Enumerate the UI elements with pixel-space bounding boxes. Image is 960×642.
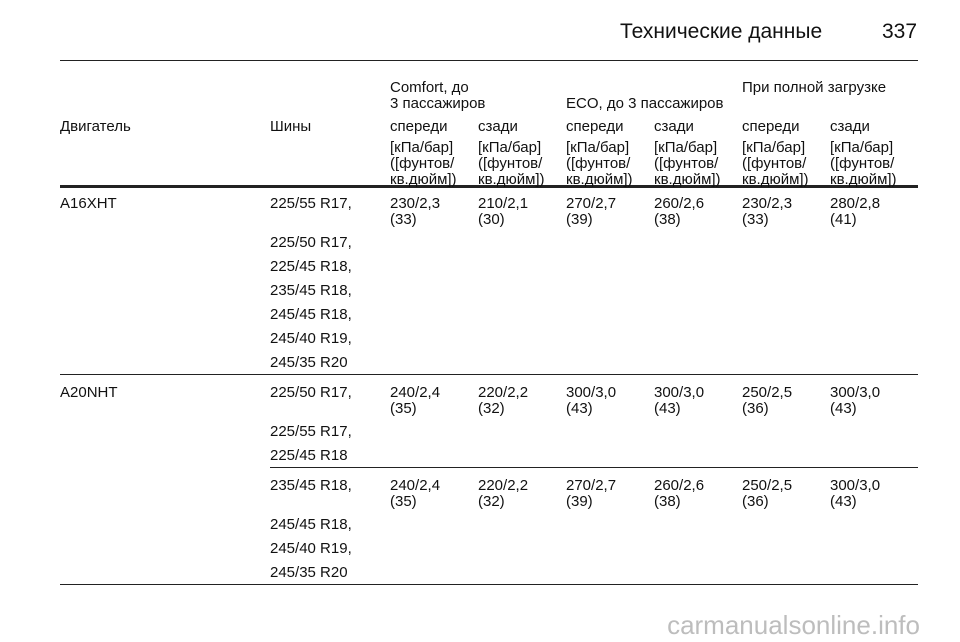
watermark: carmanualsonline.info (667, 610, 920, 640)
group-header: ECO, до 3 пассажиров (566, 95, 724, 112)
tire-size: 235/45 R18, (270, 282, 352, 299)
pressure: 300/3,0 (43) (830, 384, 881, 417)
tire-size: 225/55 R17, (270, 195, 352, 212)
tire-size: 225/50 R17, (270, 234, 352, 251)
pressure: 250/2,5 (36) (742, 477, 793, 510)
pressure: 250/2,5 (36) (742, 384, 793, 417)
tire-size: 225/45 R18, (270, 258, 352, 275)
group-header: При полной загрузке (742, 79, 887, 96)
table-header-rule (60, 185, 918, 188)
header-rule (60, 60, 918, 61)
engine: A20NHT (60, 384, 118, 401)
column-header: спереди (742, 118, 800, 135)
pressure: 240/2,4 (35) (390, 477, 441, 510)
tire-size: 225/50 R17, (270, 384, 352, 401)
tire-size: 225/55 R17, (270, 423, 352, 440)
pressure: 260/2,6 (38) (654, 477, 705, 510)
pressure: 260/2,6 (38) (654, 195, 705, 228)
unit-label: [кПа/бар] ([фунтов/ кв.дюйм]) (830, 139, 897, 188)
column-header: сзади (478, 118, 518, 135)
pressure: 300/3,0 (43) (566, 384, 617, 417)
pressure: 270/2,7 (39) (566, 477, 617, 510)
tire-size: 245/40 R19, (270, 330, 352, 347)
column-header: Шины (270, 118, 312, 135)
column-header: спереди (566, 118, 624, 135)
tire-size: 225/45 R18 (270, 447, 348, 464)
tire-size: 245/45 R18, (270, 306, 352, 323)
unit-label: [кПа/бар] ([фунтов/ кв.дюйм]) (654, 139, 721, 188)
pressure: 280/2,8 (41) (830, 195, 881, 228)
page-title: Технические данные (620, 20, 823, 43)
pressure: 300/3,0 (43) (654, 384, 705, 417)
pressure: 230/2,3 (33) (742, 195, 793, 228)
unit-label: [кПа/бар] ([фунтов/ кв.дюйм]) (742, 139, 809, 188)
group-header: Comfort, до 3 пассажиров (390, 79, 486, 112)
unit-label: [кПа/бар] ([фунтов/ кв.дюйм]) (390, 139, 457, 188)
row-rule (60, 374, 918, 375)
pressure: 210/2,1 (30) (478, 195, 529, 228)
column-header: Двигатель (60, 118, 131, 135)
unit-label: [кПа/бар] ([фунтов/ кв.дюйм]) (566, 139, 633, 188)
pressure: 230/2,3 (33) (390, 195, 441, 228)
tire-size: 245/35 R20 (270, 354, 348, 371)
tire-size: 235/45 R18, (270, 477, 352, 494)
page-number: 337 (882, 20, 918, 43)
tire-size: 245/35 R20 (270, 564, 348, 581)
pressure: 240/2,4 (35) (390, 384, 441, 417)
tire-size: 245/45 R18, (270, 516, 352, 533)
pressure: 300/3,0 (43) (830, 477, 881, 510)
pressure: 220/2,2 (32) (478, 477, 529, 510)
engine: A16XHT (60, 195, 117, 212)
row-rule (60, 584, 918, 585)
column-header: спереди (390, 118, 448, 135)
column-header: сзади (654, 118, 694, 135)
pressure: 270/2,7 (39) (566, 195, 617, 228)
column-header: сзади (830, 118, 870, 135)
unit-label: [кПа/бар] ([фунтов/ кв.дюйм]) (478, 139, 545, 188)
row-rule (270, 467, 918, 468)
tire-size: 245/40 R19, (270, 540, 352, 557)
pressure: 220/2,2 (32) (478, 384, 529, 417)
